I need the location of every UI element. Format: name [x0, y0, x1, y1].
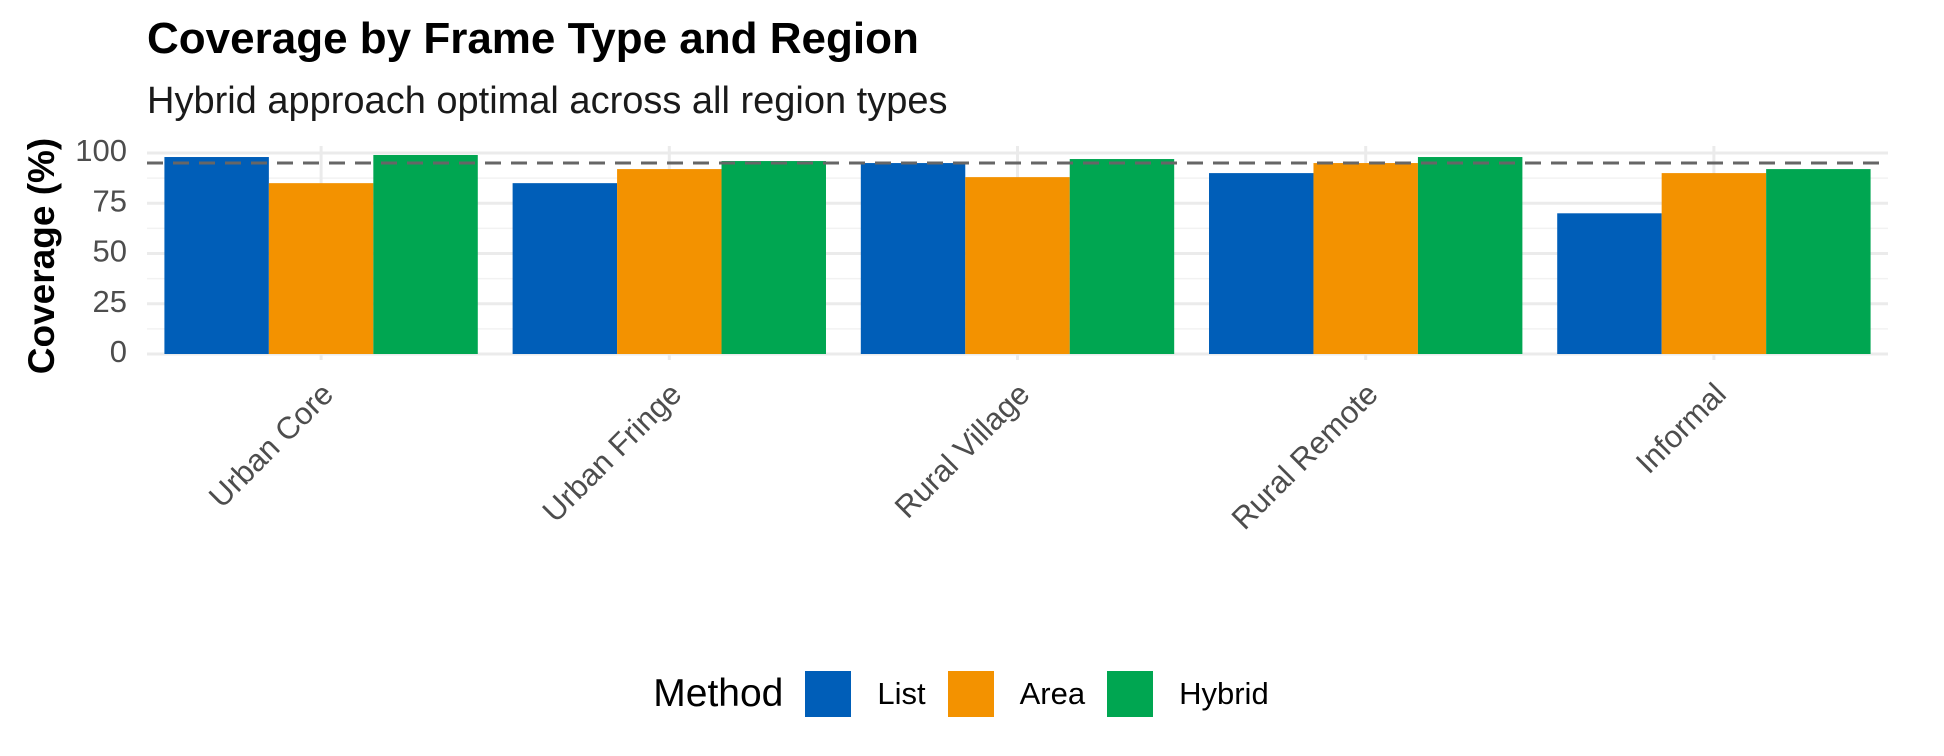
x-axis: Urban Core Urban Fringe Rural Village Rural…: [202, 376, 1733, 536]
y-tick-label: 75: [93, 183, 127, 218]
bar-hybrid-urban-core: [373, 155, 478, 354]
bar-hybrid-rural-remote: [1417, 157, 1523, 354]
legend-key: [805, 671, 852, 717]
y-tick-label: 100: [75, 133, 127, 168]
y-axis-label: Coverage (%): [21, 138, 62, 374]
legend-label: Hybrid: [1179, 676, 1269, 711]
bar-area-urban-fringe: [617, 169, 722, 354]
x-tick-label: Rural Village: [888, 376, 1037, 525]
bar-area-urban-core: [268, 183, 374, 354]
bar-area-informal: [1661, 173, 1767, 354]
bar-area-rural-remote: [1313, 163, 1418, 354]
bars: [164, 155, 1871, 354]
legend-label: Area: [1019, 676, 1086, 711]
y-axis: 0 25 50 75 100: [75, 133, 127, 369]
bar-list-urban-core: [164, 157, 269, 354]
bar-list-rural-remote: [1209, 173, 1314, 354]
legend-key: [1107, 671, 1154, 717]
legend-item-list: List: [805, 671, 926, 717]
y-tick-label: 0: [110, 334, 127, 369]
bar-hybrid-urban-fringe: [721, 161, 826, 354]
chart-plot: 0 25 50 75 100 Urban Core Urban Fringe Rural V…: [21, 133, 1888, 536]
bar-hybrid-informal: [1766, 169, 1871, 354]
legend: Method List Area Hybrid: [0, 664, 1944, 724]
bar-hybrid-rural-village: [1069, 159, 1175, 354]
x-tick-label: Urban Core: [202, 376, 340, 514]
legend-item-hybrid: Hybrid: [1107, 671, 1269, 717]
y-tick-label: 50: [93, 234, 127, 269]
legend-items: List Area Hybrid: [805, 671, 1290, 717]
x-tick-label: Informal: [1629, 376, 1733, 480]
bar-list-urban-fringe: [512, 183, 618, 354]
bar-area-rural-village: [965, 177, 1070, 354]
x-tick-label: Urban Fringe: [536, 376, 689, 529]
legend-key: [947, 671, 994, 717]
chart-subtitle: Hybrid approach optimal across all regio…: [147, 80, 948, 122]
legend-title: Method: [653, 672, 784, 715]
chart-title: Coverage by Frame Type and Region: [147, 14, 919, 63]
y-tick-label: 25: [93, 284, 127, 319]
x-tick-label: Rural Remote: [1225, 376, 1385, 536]
legend-item-area: Area: [947, 671, 1086, 717]
legend-label: List: [877, 676, 926, 711]
bar-list-rural-village: [860, 163, 966, 354]
bar-list-informal: [1557, 213, 1662, 354]
